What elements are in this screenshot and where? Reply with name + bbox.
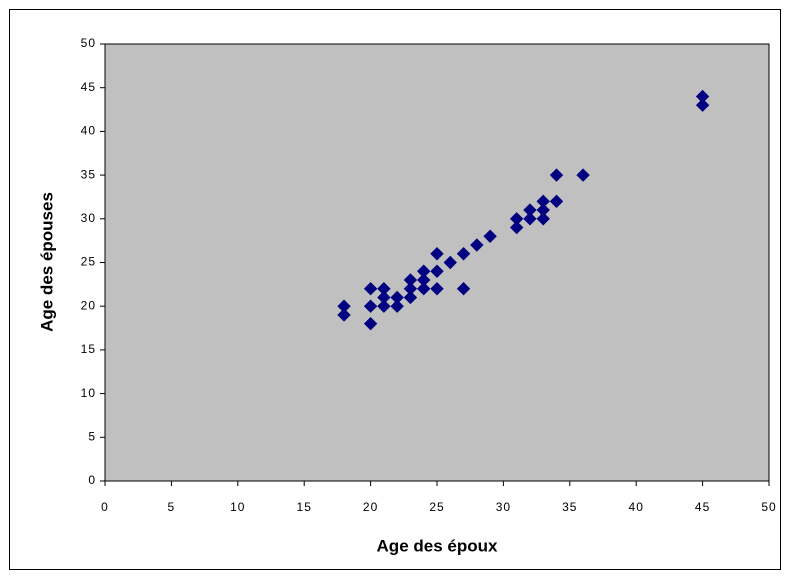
x-tick-label: 0 <box>101 500 109 514</box>
x-tick-label: 35 <box>562 500 577 514</box>
x-tick-label: 10 <box>230 500 245 514</box>
y-axis-title: Age des épouses <box>37 192 56 332</box>
plot-area <box>104 43 770 482</box>
marker <box>549 194 564 209</box>
marker <box>430 247 444 261</box>
y-tick-label: 0 <box>88 473 96 487</box>
y-tick-label: 30 <box>81 211 96 225</box>
marker <box>470 238 484 252</box>
marker <box>523 212 537 226</box>
marker <box>536 212 550 226</box>
marker <box>483 229 497 243</box>
marker <box>509 220 524 235</box>
marker <box>443 255 457 270</box>
marker <box>695 98 710 112</box>
marker <box>576 168 590 182</box>
x-tick-label: 20 <box>363 500 378 514</box>
x-axis-title: Age des époux <box>377 536 498 555</box>
x-tick-label: 45 <box>695 500 710 514</box>
y-tick-label: 50 <box>81 36 96 50</box>
marker <box>549 168 564 182</box>
x-tick-label: 30 <box>496 500 511 514</box>
x-tick-label: 40 <box>629 500 644 514</box>
marker <box>363 316 378 331</box>
marker <box>430 264 444 278</box>
y-tick-label: 45 <box>81 80 96 94</box>
marker <box>456 282 471 296</box>
y-tick-label: 15 <box>81 342 96 356</box>
y-tick-label: 40 <box>81 124 96 138</box>
y-tick-label: 5 <box>88 429 96 443</box>
marker <box>363 282 378 296</box>
marker <box>390 299 404 313</box>
marker <box>403 290 418 305</box>
x-tick-label: 15 <box>297 500 312 514</box>
y-tick-label: 20 <box>81 298 96 312</box>
x-tick-label: 5 <box>168 500 176 514</box>
y-tick-label: 10 <box>81 386 96 400</box>
marker <box>363 299 378 313</box>
x-tick-label: 25 <box>429 500 444 514</box>
marker <box>377 299 391 313</box>
marker <box>417 282 431 296</box>
marker <box>337 308 351 322</box>
y-tick-label: 35 <box>81 167 96 181</box>
y-tick-label: 25 <box>81 255 96 269</box>
marker <box>430 282 444 296</box>
x-tick-label: 50 <box>761 500 776 514</box>
marker <box>456 247 471 261</box>
